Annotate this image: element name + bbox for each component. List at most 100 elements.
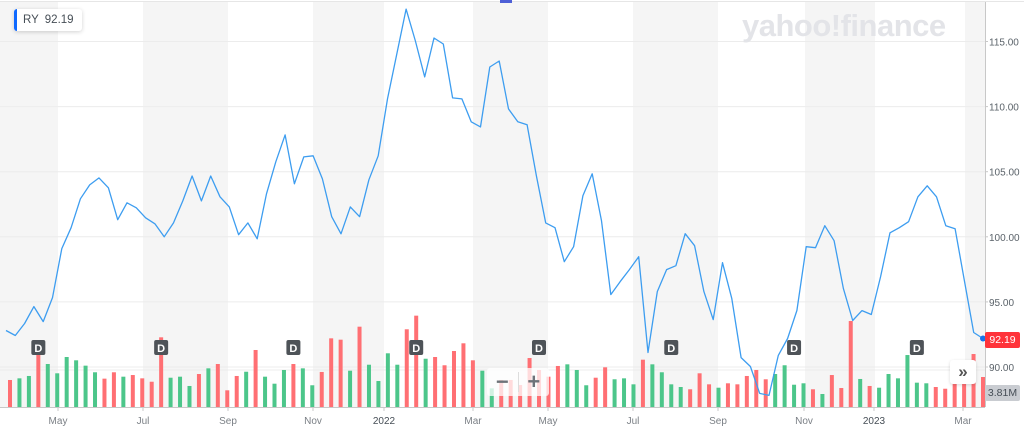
- volume-bar: [414, 315, 419, 407]
- x-tick-label: Sep: [709, 416, 727, 427]
- volume-bar: [8, 379, 12, 407]
- volume-bar: [357, 326, 362, 407]
- volume-bar: [206, 368, 211, 407]
- volume-bar: [45, 364, 50, 407]
- volume-bar: [905, 355, 910, 407]
- volume-bar: [480, 370, 485, 407]
- volume-bar: [622, 378, 627, 407]
- volume-bar: [744, 375, 749, 407]
- volume-bar: [225, 390, 230, 407]
- month-band: [143, 2, 228, 407]
- volume-bar: [839, 388, 844, 407]
- x-tick-label: May: [49, 416, 68, 427]
- volume-bar: [272, 383, 277, 407]
- x-tick-label: Mar: [464, 416, 482, 427]
- x-tick-label: May: [539, 416, 558, 427]
- y-tick-label: 115.00: [989, 38, 1019, 49]
- dividend-marker: [909, 340, 924, 355]
- volume-bar: [820, 394, 825, 407]
- scroll-to-latest-button[interactable]: »: [950, 360, 976, 384]
- volume-bar: [64, 357, 69, 407]
- volume-bar: [697, 373, 702, 407]
- volume-bar: [196, 374, 201, 407]
- volume-bar: [707, 384, 712, 407]
- price-series: [5, 8, 986, 397]
- volume-bar: [187, 385, 192, 407]
- volume-bar: [263, 376, 268, 407]
- y-tick-label: 100.00: [989, 233, 1020, 244]
- volume-bar: [829, 375, 834, 407]
- dividend-label: D: [790, 343, 798, 355]
- x-tick-label: Nov: [795, 416, 813, 427]
- x-tick-label: Sep: [219, 416, 237, 427]
- volume-bar: [83, 365, 88, 407]
- zoom-out-button[interactable]: −: [495, 369, 509, 394]
- symbol-label: RY: [23, 14, 39, 26]
- volume-bar: [17, 378, 22, 407]
- volume-bar: [461, 343, 466, 407]
- volume-bar: [640, 359, 645, 407]
- volume-bar: [943, 388, 948, 407]
- yahoo-finance-logo: yahoo!finance: [742, 8, 946, 43]
- volume-bar: [348, 370, 353, 407]
- volume-bar: [895, 378, 900, 407]
- price-line: [5, 8, 984, 397]
- x-tick-label: Nov: [304, 416, 322, 427]
- volume-bar: [93, 372, 98, 407]
- volume-bar: [574, 369, 579, 407]
- volume-bar: [404, 329, 409, 407]
- zoom-in-button[interactable]: +: [527, 369, 541, 394]
- volume-bar: [735, 384, 740, 407]
- gridlines: [0, 1, 1024, 371]
- dividend-label: D: [913, 343, 921, 355]
- volume-bar: [178, 376, 183, 407]
- last-price-dot: [980, 335, 986, 342]
- dividend-marker: [532, 340, 547, 355]
- dividend-label: D: [667, 343, 675, 355]
- volume-bar: [244, 371, 249, 407]
- y-tick-label: 95.00: [989, 298, 1014, 309]
- volume-bar: [26, 375, 31, 407]
- volume-bar: [300, 368, 305, 407]
- volume-bar: [395, 364, 400, 407]
- volume-bar: [754, 369, 759, 407]
- volume-bar: [659, 372, 664, 407]
- dividend-marker: [154, 340, 169, 355]
- x-tick-label: Jul: [627, 416, 640, 427]
- volume-bar: [376, 381, 381, 407]
- volume-bar: [291, 364, 296, 407]
- dividend-marker: [286, 340, 301, 355]
- volume-bar: [489, 388, 494, 407]
- volume-bar: [603, 367, 608, 407]
- volume-bar: [310, 385, 315, 407]
- volume-bar: [55, 373, 60, 407]
- volume-bar: [319, 371, 324, 407]
- volume-bar: [924, 383, 929, 407]
- dividend-marker: [787, 340, 802, 355]
- last-price-tag: 92.19: [985, 332, 1020, 348]
- volume-bar: [149, 381, 154, 407]
- volume-bar: [650, 364, 655, 407]
- volume-bar: [725, 383, 730, 407]
- dividend-marker: [409, 340, 424, 355]
- dividend-marker: [31, 340, 46, 355]
- y-tick-label: 110.00: [989, 103, 1019, 114]
- volume-bar: [848, 321, 853, 407]
- volume-bar: [338, 339, 343, 407]
- y-tick-label: 105.00: [989, 168, 1020, 179]
- volume-bar: [584, 385, 589, 407]
- volume-bar: [631, 384, 636, 407]
- volume-bar: [782, 365, 787, 407]
- volume-bar: [716, 387, 721, 407]
- volume-bar: [914, 382, 919, 407]
- volume-bar: [688, 389, 693, 407]
- top-indicator-tab[interactable]: [500, 0, 512, 3]
- x-tick-label: 2023: [863, 416, 886, 427]
- dividend-label: D: [289, 343, 297, 355]
- dividend-label: D: [412, 343, 420, 355]
- volume-bar: [518, 385, 523, 407]
- volume-bar: [952, 381, 957, 407]
- volume-bar: [470, 360, 475, 407]
- volume-bar: [669, 384, 674, 407]
